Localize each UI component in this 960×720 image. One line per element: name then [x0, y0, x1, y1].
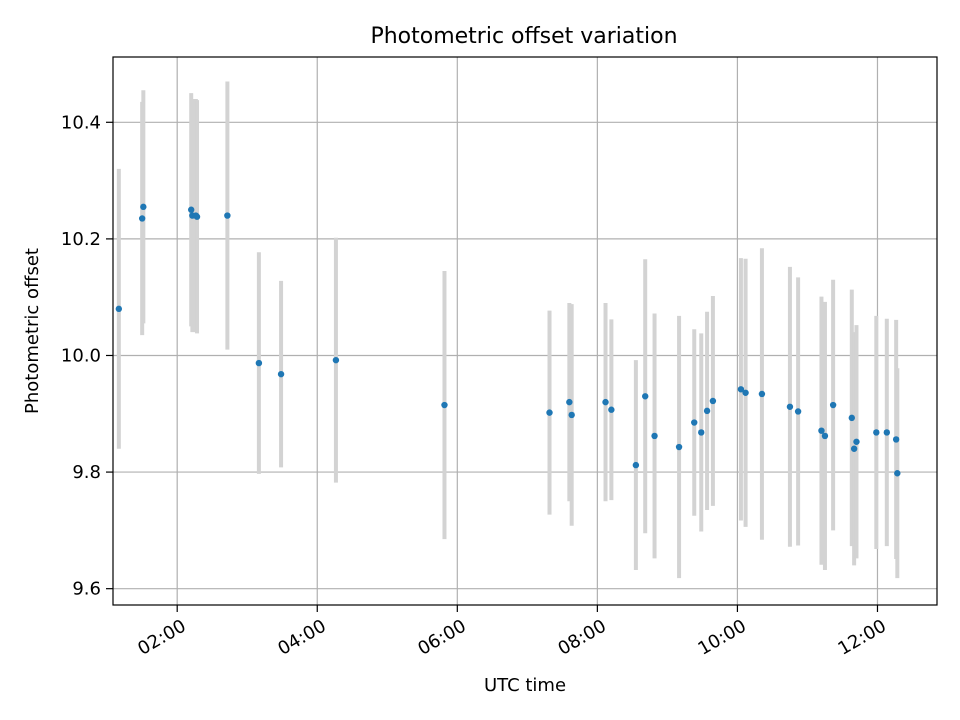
- x-tick-label: 10:00: [694, 616, 749, 660]
- data-point: [441, 401, 448, 409]
- data-point: [742, 389, 749, 396]
- data-point: [873, 429, 880, 436]
- y-tick-label: 9.6: [72, 579, 101, 600]
- data-point: [651, 432, 658, 440]
- data-point: [138, 215, 146, 222]
- x-tick-label: 04:00: [274, 616, 329, 660]
- data-point: [632, 461, 640, 469]
- data-point: [187, 206, 195, 213]
- data-point: [566, 398, 573, 406]
- data-point: [829, 401, 837, 409]
- data-point: [737, 386, 745, 393]
- data-point: [277, 370, 285, 378]
- data-point: [332, 356, 340, 364]
- data-point: [818, 427, 825, 434]
- y-tick-label: 9.8: [72, 462, 101, 483]
- data-point: [115, 305, 123, 313]
- data-point: [608, 406, 615, 413]
- data-point: [140, 203, 147, 211]
- y-tick-label: 10.4: [61, 112, 101, 133]
- data-point: [255, 359, 263, 367]
- y-tick-label: 10.0: [61, 345, 101, 366]
- y-axis-label: Photometric offset: [22, 248, 43, 414]
- data-point: [853, 438, 860, 445]
- data-point: [794, 408, 802, 415]
- data-point: [703, 407, 711, 415]
- x-axis-label: UTC time: [484, 675, 566, 696]
- x-tick-label: 12:00: [835, 616, 890, 660]
- data-point: [698, 429, 705, 436]
- x-tick-label: 06:00: [414, 616, 469, 660]
- data-point: [602, 398, 609, 406]
- data-point: [193, 213, 201, 220]
- tick-layer: 02:00 04:00 06:00 08:00 10:00 12:00 9.6 9.8 10.0…: [61, 112, 890, 659]
- data-point: [675, 443, 683, 451]
- errorbar-layer: [116, 81, 900, 579]
- data-point: [786, 403, 794, 410]
- data-point: [224, 212, 231, 219]
- point-layer: [115, 203, 901, 477]
- data-point: [568, 411, 575, 419]
- grid-layer: [113, 57, 937, 605]
- data-point: [883, 429, 891, 436]
- data-point: [850, 445, 858, 452]
- data-point: [758, 390, 766, 398]
- data-point: [642, 393, 649, 400]
- data-point: [546, 409, 553, 416]
- data-point: [848, 414, 855, 422]
- x-tick-label: 08:00: [554, 616, 609, 660]
- data-point: [709, 397, 717, 405]
- plot-frame: [112, 56, 938, 606]
- chart-title: Photometric offset variation: [370, 24, 677, 49]
- data-point: [691, 419, 698, 426]
- data-point: [821, 432, 829, 440]
- y-tick-label: 10.2: [61, 229, 101, 250]
- data-point: [892, 436, 900, 443]
- x-tick-label: 02:00: [134, 616, 189, 660]
- data-point: [894, 470, 901, 477]
